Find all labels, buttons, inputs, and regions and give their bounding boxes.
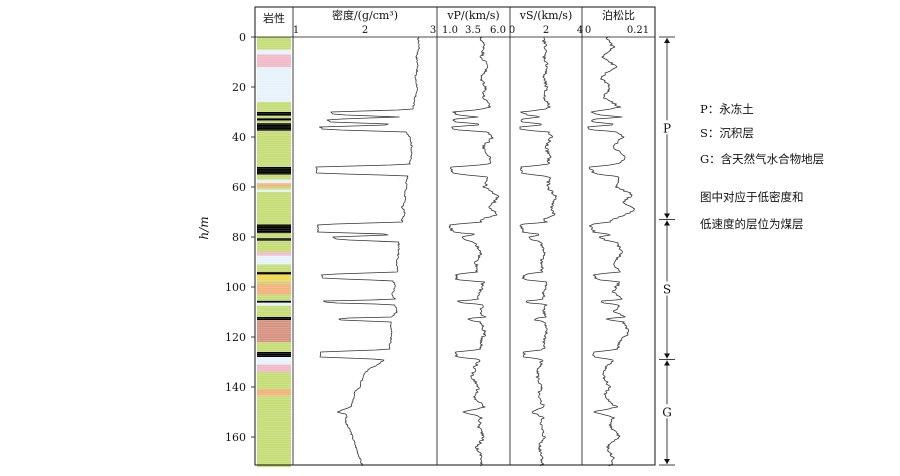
arrow-down-icon [664,353,670,359]
lithology-layer-ice [257,302,291,306]
lithology-layer-orange [257,183,291,187]
lithology-layer-pink [257,54,291,67]
poisson-tick-label: 0 [585,25,591,36]
zone-markers: P S G [659,36,675,466]
density-title: 密度/(g/cm³) [332,8,398,22]
lithology-layer-sand_green [257,305,291,317]
lithology-layer-pink [257,252,291,256]
lithology-layer-sand_green [257,187,291,190]
zone-label-G: G [662,405,672,419]
density-tick-label: 3 [430,25,436,36]
lithology-layer-ice [257,179,291,184]
vp-tick-label: 3.5 [465,25,481,36]
vs-tick-label: 4 [577,25,583,36]
lithology-layer-coal [257,123,291,131]
lithology-layer-coal [257,317,291,320]
vs-tick-label: 2 [543,25,549,36]
arrow-up-icon [664,360,670,366]
lithology-layer-ice [257,189,291,192]
lithology-layer-sand_green [257,115,291,119]
lithology-layer-sand_green [257,240,291,252]
log-frame [254,6,656,466]
depth-tick-label: 160 [225,431,246,444]
lithology-layer-sand_green [257,395,291,467]
track-tick-labels: 1 2 3 1.0 3.5 6.0 0 2 4 0 0.21 [293,25,649,36]
lithology-layer-sand_green [257,37,291,50]
density-tick-label: 1 [293,25,299,36]
vs-tick-label: 0 [509,25,515,36]
vp-title: vP/(km/s) [446,9,499,22]
lithology-layer-sand_green [257,120,291,124]
depth-axis: 0 20 40 60 80 100 120 140 160 [225,31,255,444]
vp-tick-label: 1.0 [442,25,458,36]
arrow-up-icon [664,38,670,43]
lithology-layer-coal [257,118,291,121]
lithology-layer-sand_green [257,264,291,272]
vp-log-curve [448,36,500,467]
poisson-title: 泊松比 [602,8,635,22]
lithology-layer-sand_green [257,342,291,352]
note-line-1: 图中对应于低密度和 [700,190,804,204]
poisson-log-curve [587,36,635,467]
vp-tick-label: 6.0 [490,25,506,36]
zone-label-bg [661,281,673,296]
zone-label-S: S [663,283,671,297]
lithology-layer-orange [257,389,291,396]
legend-sediment: S：沉积层 [700,126,754,140]
zone-label-bg [661,120,673,135]
depth-tick-label: 120 [225,331,246,344]
log-tracks [315,36,635,467]
depth-tick-label: 80 [232,231,246,244]
arrow-up-icon [664,220,670,226]
lithology-layer-sand_green [257,130,291,167]
poisson-tick-label: 0.21 [627,25,649,36]
lithology-layer-coal [257,167,291,175]
lithology-layer-ice [257,67,291,102]
depth-tick-label: 100 [225,281,246,294]
lithology-layer-coal [257,352,291,357]
note-line-2: 低速度的层位为煤层 [700,217,804,231]
legend-permafrost: P：永冻土 [700,102,754,116]
lithology-layer-ice [257,49,291,55]
lithology-layer-sand_green [257,233,291,239]
depth-axis-label: h/m [197,216,211,239]
density-tick-label: 2 [362,25,368,36]
depth-tick-label: 60 [232,181,246,194]
depth-tick-label: 140 [225,381,246,394]
lithology-layer-coal [257,238,291,241]
zone-label-P: P [663,121,671,135]
lithology-layer-coal [257,112,291,116]
lithology-title: 岩性 [263,11,285,25]
depth-tick-label: 20 [232,81,246,94]
lithology-layer-red_clay [257,320,291,342]
lithology-layer-ice [257,255,291,265]
lithology-layer-coal [257,300,291,303]
depth-tick-label: 40 [232,131,246,144]
lithology-layer-sand_green [257,192,291,225]
lithology-layer-sand_green [257,294,291,301]
lithology-layer-orange [257,283,291,295]
lithology-layer-sand_green [257,280,291,284]
lithology-layer-pink [257,364,291,372]
lithology-layer-sand_green [257,102,291,112]
zone-label-bg [661,404,673,419]
lithology-layer-sand_green [257,174,291,180]
vs-title: vS/(km/s) [519,9,573,22]
lithology-layer-yellow [257,274,291,281]
arrow-down-icon [664,213,670,219]
vs-log-curve [519,36,557,467]
lithology-column [257,37,291,467]
lithology-layer-coal [257,224,291,234]
lithology-layer-coal [257,272,291,275]
density-log-curve [315,36,421,467]
lithology-layer-sand_green [257,372,291,390]
depth-tick-label: 0 [239,31,246,44]
legend-hydrate-layer: G：含天然气水合物地层 [700,152,824,166]
arrow-down-icon [664,459,670,464]
lithology-layer-ice [257,357,291,365]
